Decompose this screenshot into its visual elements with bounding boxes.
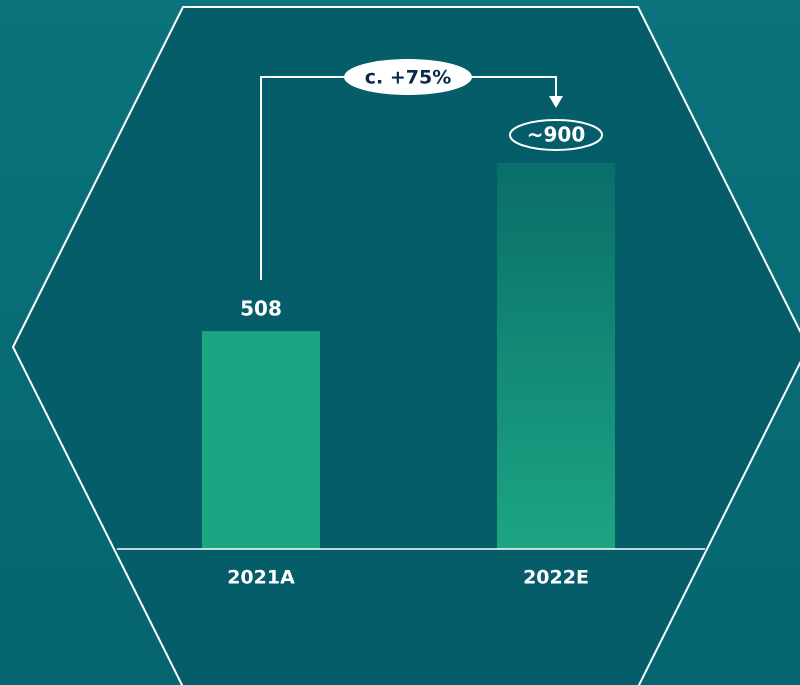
bar [497,163,615,549]
arrow-head [549,96,563,108]
hexagon [11,6,800,685]
x-tick-label: 2021A [227,567,295,589]
value-label: 508 [240,297,282,321]
annotation: c. +75% [365,67,452,89]
value-label: ~900 [527,123,586,147]
annotation-pill [344,59,472,95]
bar [202,331,320,549]
value-label-ring [509,119,603,151]
x-tick-label: 2022E [523,567,589,589]
